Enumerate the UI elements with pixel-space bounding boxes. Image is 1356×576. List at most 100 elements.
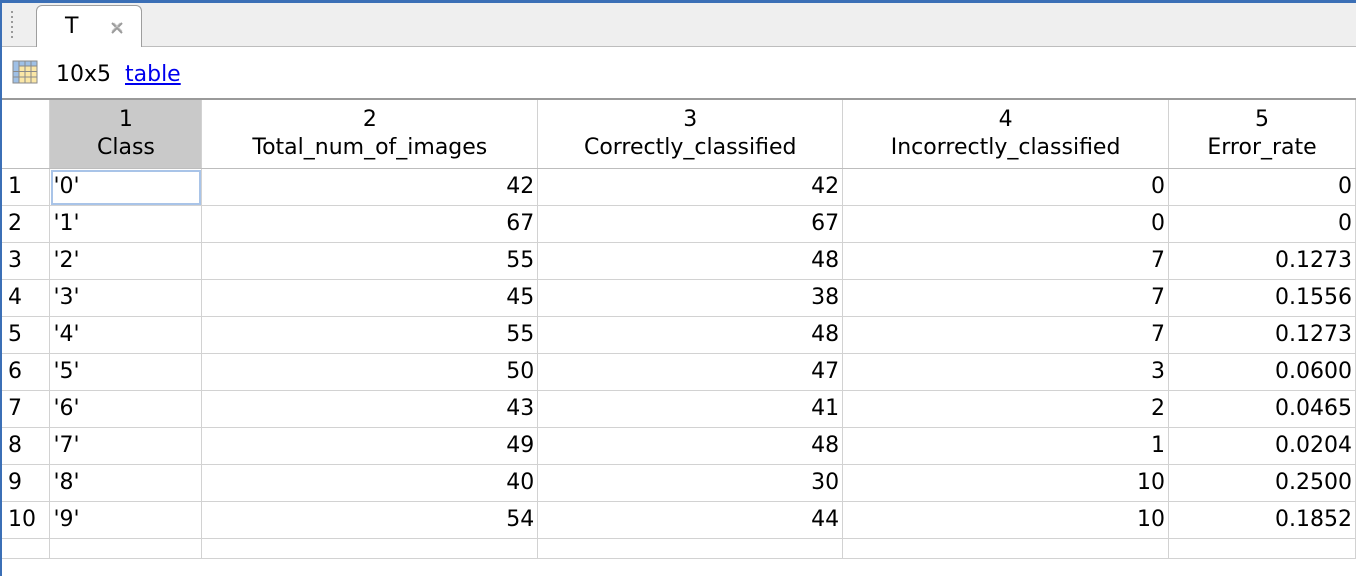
row-header[interactable]: 5 [2,316,51,354]
cell-error-rate[interactable]: 0.1273 [1168,316,1356,354]
cell-incorrectly-classified[interactable]: 7 [842,279,1170,317]
tab-variable-T[interactable]: T [36,5,142,48]
table-row: 3 '2' 55 48 7 0.1273 [2,242,1356,280]
cell-incorrectly-classified[interactable]: 7 [842,316,1170,354]
cell-correctly-classified[interactable]: 41 [537,390,844,428]
cell-correctly-classified[interactable]: 47 [537,353,844,391]
cell-class[interactable]: '7' [49,427,203,465]
table-row: 6 '5' 50 47 3 0.0600 [2,353,1356,391]
cell-incorrectly-classified[interactable]: 2 [842,390,1170,428]
variable-type-link[interactable]: table [125,62,181,87]
cell-incorrectly-classified[interactable]: 1 [842,427,1170,465]
row-header[interactable]: 2 [2,205,51,243]
column-name: Correctly_classified [583,135,797,160]
column-header-total-num-of-images[interactable]: 2 Total_num_of_images [201,100,539,169]
cell-class[interactable]: '8' [49,464,203,502]
empty-cell[interactable] [49,538,203,559]
cell-incorrectly-classified[interactable]: 0 [842,205,1170,243]
cell-correctly-classified[interactable]: 38 [537,279,844,317]
cell-incorrectly-classified[interactable]: 10 [842,464,1170,502]
cell-class[interactable]: '9' [49,501,203,539]
column-header-class[interactable]: 1 Class [49,100,203,169]
column-name: Class [96,135,155,160]
cell-correctly-classified[interactable]: 30 [537,464,844,502]
cell-class[interactable]: '6' [49,390,203,428]
row-header[interactable]: 4 [2,279,51,317]
cell-class[interactable]: '0' [49,168,203,206]
cell-total-num-of-images[interactable]: 49 [201,427,539,465]
data-grid[interactable]: 1 Class 2 Total_num_of_images 3 Correctl… [2,100,1356,576]
cell-correctly-classified[interactable]: 48 [537,242,844,280]
cell-correctly-classified[interactable]: 44 [537,501,844,539]
row-header[interactable]: 8 [2,427,51,465]
cell-incorrectly-classified[interactable]: 7 [842,242,1170,280]
cell-error-rate[interactable]: 0.0600 [1168,353,1356,391]
column-number: 1 [118,107,133,132]
row-header[interactable] [2,538,51,559]
empty-cell[interactable] [537,538,844,559]
table-row: 10 '9' 54 44 10 0.1852 [2,501,1356,539]
row-header[interactable]: 6 [2,353,51,391]
corner-cell[interactable] [2,100,51,169]
table-grid: 1 Class 2 Total_num_of_images 3 Correctl… [2,100,1356,559]
table-row: 7 '6' 43 41 2 0.0465 [2,390,1356,428]
row-header[interactable]: 3 [2,242,51,280]
cell-total-num-of-images[interactable]: 45 [201,279,539,317]
close-icon[interactable] [109,20,125,36]
cell-class[interactable]: '3' [49,279,203,317]
row-header[interactable]: 7 [2,390,51,428]
table-row: 9 '8' 40 30 10 0.2500 [2,464,1356,502]
table-row: 5 '4' 55 48 7 0.1273 [2,316,1356,354]
cell-total-num-of-images[interactable]: 55 [201,242,539,280]
cell-error-rate[interactable]: 0 [1168,205,1356,243]
table-row: 2 '1' 67 67 0 0 [2,205,1356,243]
column-header-incorrectly-classified[interactable]: 4 Incorrectly_classified [842,100,1170,169]
cell-error-rate[interactable]: 0.0465 [1168,390,1356,428]
cell-total-num-of-images[interactable]: 50 [201,353,539,391]
cell-total-num-of-images[interactable]: 54 [201,501,539,539]
variable-size: 10x5 [56,62,112,87]
cell-total-num-of-images[interactable]: 43 [201,390,539,428]
drag-grip[interactable] [8,11,16,41]
cell-incorrectly-classified[interactable]: 3 [842,353,1170,391]
empty-row [2,538,1356,559]
empty-cell[interactable] [842,538,1170,559]
cell-error-rate[interactable]: 0.1556 [1168,279,1356,317]
cell-total-num-of-images[interactable]: 55 [201,316,539,354]
empty-cell[interactable] [201,538,539,559]
cell-class[interactable]: '1' [49,205,203,243]
column-name: Total_num_of_images [252,135,488,160]
cell-incorrectly-classified[interactable]: 10 [842,501,1170,539]
header-row: 1 Class 2 Total_num_of_images 3 Correctl… [2,100,1356,169]
cell-correctly-classified[interactable]: 67 [537,205,844,243]
cell-correctly-classified[interactable]: 48 [537,316,844,354]
column-number: 3 [683,107,698,132]
cell-correctly-classified[interactable]: 42 [537,168,844,206]
cell-class[interactable]: '5' [49,353,203,391]
cell-error-rate[interactable]: 0.1852 [1168,501,1356,539]
column-header-error-rate[interactable]: 5 Error_rate [1168,100,1356,169]
cell-total-num-of-images[interactable]: 42 [201,168,539,206]
cell-error-rate[interactable]: 0.1273 [1168,242,1356,280]
cell-error-rate[interactable]: 0.0204 [1168,427,1356,465]
row-header[interactable]: 10 [2,501,51,539]
empty-cell[interactable] [1168,538,1356,559]
cell-class[interactable]: '4' [49,316,203,354]
table-row: 1 '0' 42 42 0 0 [2,168,1356,206]
row-header[interactable]: 9 [2,464,51,502]
cell-total-num-of-images[interactable]: 67 [201,205,539,243]
cell-incorrectly-classified[interactable]: 0 [842,168,1170,206]
cell-error-rate[interactable]: 0 [1168,168,1356,206]
row-header[interactable]: 1 [2,168,51,206]
table-icon [12,60,38,84]
cell-total-num-of-images[interactable]: 40 [201,464,539,502]
column-number: 5 [1255,107,1270,132]
cell-class[interactable]: '2' [49,242,203,280]
column-name: Incorrectly_classified [890,135,1121,160]
column-name: Error_rate [1207,135,1317,160]
cell-error-rate[interactable]: 0.2500 [1168,464,1356,502]
column-header-correctly-classified[interactable]: 3 Correctly_classified [537,100,844,169]
cell-correctly-classified[interactable]: 48 [537,427,844,465]
variable-info-bar: 10x5 table [2,47,1356,100]
table-row: 8 '7' 49 48 1 0.0204 [2,427,1356,465]
